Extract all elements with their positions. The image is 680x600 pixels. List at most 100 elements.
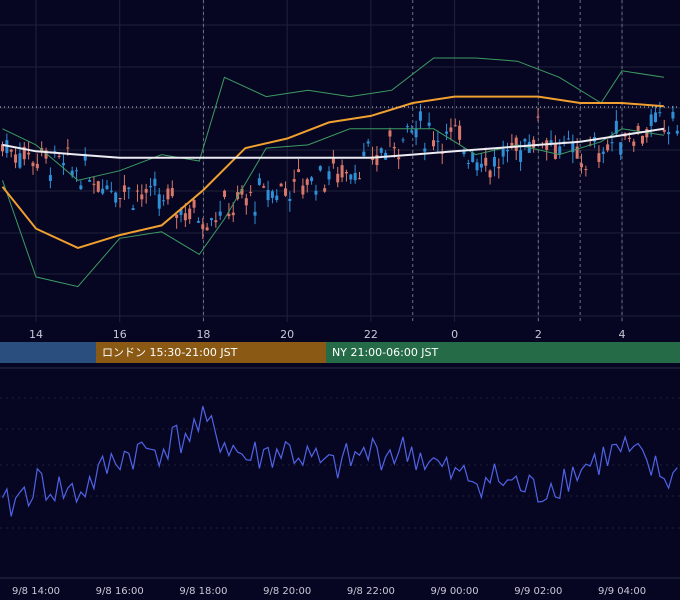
- candle-down: [584, 169, 588, 171]
- date-tick-label: 9/9 02:00: [514, 586, 562, 597]
- candle-down: [244, 198, 248, 206]
- candle-up: [519, 150, 523, 162]
- candle-down: [458, 125, 462, 140]
- candle-down: [305, 179, 309, 185]
- candle-down: [397, 157, 401, 160]
- hour-tick-label: 16: [113, 328, 127, 341]
- candle-down: [532, 139, 536, 148]
- candle-up: [153, 178, 157, 186]
- candle-down: [632, 141, 636, 146]
- candle-up: [109, 190, 113, 192]
- candle-down: [14, 154, 18, 163]
- candle-up: [114, 192, 118, 203]
- candle-up: [353, 172, 357, 181]
- candle-up: [18, 153, 22, 168]
- candle-up: [571, 141, 575, 153]
- candle-up: [501, 148, 505, 157]
- candle-down: [135, 190, 139, 192]
- candle-up: [466, 162, 470, 164]
- candle-down: [240, 188, 244, 195]
- candle-down: [214, 220, 218, 223]
- candle-down: [440, 153, 444, 155]
- bollinger-upper-line: [2, 57, 664, 181]
- candle-down: [453, 125, 457, 127]
- candle-down: [140, 194, 144, 200]
- candle-down: [166, 188, 170, 200]
- candle-down: [227, 213, 231, 217]
- candle-down: [201, 224, 205, 229]
- candle-down: [192, 199, 196, 208]
- candle-up: [253, 211, 257, 216]
- ma-long-line: [2, 127, 665, 159]
- session-label-newyork: NY 21:00-06:00 JST: [332, 346, 439, 359]
- candle-up: [88, 180, 92, 182]
- candle-up: [270, 191, 274, 198]
- candle-up: [288, 198, 292, 202]
- candle-down: [262, 186, 266, 188]
- candle-down: [1, 144, 5, 152]
- candle-down: [297, 169, 301, 173]
- candle-up: [70, 170, 74, 176]
- candle-down: [336, 173, 340, 183]
- candle-up: [149, 185, 153, 188]
- candle-down: [323, 188, 327, 192]
- candle-up: [379, 148, 383, 153]
- candle-down: [188, 208, 192, 220]
- candle-up: [61, 163, 65, 166]
- candle-up: [479, 163, 483, 168]
- rsi-line: [1, 406, 678, 517]
- candle-down: [497, 166, 501, 169]
- date-tick-label: 9/8 16:00: [96, 586, 144, 597]
- candle-down: [66, 147, 70, 149]
- date-tick-label: 9/8 20:00: [263, 586, 311, 597]
- candle-up: [318, 166, 322, 171]
- candle-up: [475, 162, 479, 171]
- candle-down: [357, 178, 361, 180]
- candle-up: [327, 171, 331, 180]
- date-tick-label: 9/8 22:00: [347, 586, 395, 597]
- candle-up: [675, 130, 679, 134]
- candle-up: [131, 208, 135, 210]
- candle-up: [410, 130, 414, 133]
- candle-down: [331, 158, 335, 164]
- candle-down: [44, 150, 48, 159]
- candle-down: [249, 191, 253, 193]
- date-tick-label: 9/9 00:00: [431, 586, 479, 597]
- candle-down: [645, 128, 649, 138]
- date-tick-label: 9/8 18:00: [179, 586, 227, 597]
- session-label-london: ロンドン 15:30-21:00 JST: [102, 346, 238, 359]
- candle-up: [349, 174, 353, 180]
- candle-up: [414, 128, 418, 138]
- ma-short-line: [1, 95, 664, 249]
- candle-down: [31, 162, 35, 167]
- candle-up: [105, 185, 109, 190]
- session-band-tokyo: [0, 342, 96, 363]
- candle-up: [209, 218, 213, 221]
- candle-down: [223, 190, 227, 197]
- candle-up: [658, 112, 662, 114]
- hour-tick-label: 4: [619, 328, 626, 341]
- candle-up: [401, 139, 405, 141]
- candle-down: [449, 127, 453, 132]
- candle-up: [471, 152, 475, 162]
- candle-up: [257, 178, 261, 185]
- candle-down: [514, 137, 518, 151]
- candle-up: [101, 188, 105, 194]
- candle-down: [488, 170, 492, 178]
- hour-tick-label: 14: [29, 328, 43, 341]
- candle-up: [266, 189, 270, 201]
- candle-up: [310, 177, 314, 182]
- candle-up: [83, 153, 87, 161]
- candle-down: [640, 135, 644, 144]
- candle-down: [283, 188, 287, 196]
- candle-up: [427, 122, 431, 126]
- candle-up: [667, 132, 671, 135]
- hour-tick-label: 22: [364, 328, 378, 341]
- candle-up: [162, 200, 166, 202]
- hour-tick-label: 0: [451, 328, 458, 341]
- candle-down: [231, 212, 235, 216]
- candle-down: [279, 183, 283, 187]
- candle-up: [436, 140, 440, 142]
